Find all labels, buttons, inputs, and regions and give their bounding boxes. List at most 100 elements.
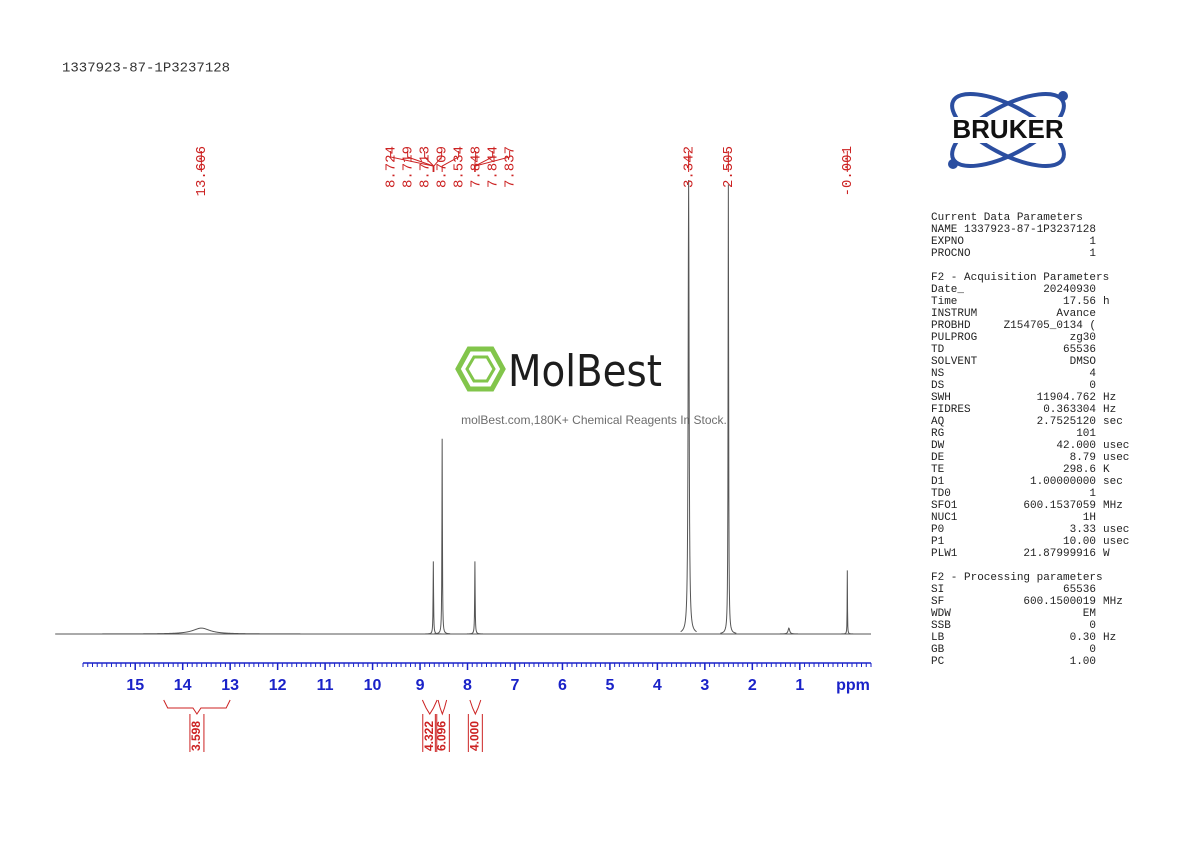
param-name: RG (931, 428, 944, 440)
param-name: SSB (931, 620, 951, 632)
x-tick-label: 12 (269, 677, 287, 694)
peak-label: 8.719 (400, 146, 416, 188)
param-unit: Hz (1103, 632, 1116, 644)
param-value: 1 (1089, 248, 1096, 260)
integral-bracket (163, 699, 231, 715)
peak-label: 2.505 (721, 146, 737, 188)
param-value: 298.6 (1063, 464, 1096, 476)
param-value: 65536 (1063, 584, 1096, 596)
param-value: 0 (1089, 380, 1096, 392)
peak-label: 7.837 (502, 146, 518, 188)
param-value: Avance (1056, 308, 1096, 320)
param-value: 0 (1089, 620, 1096, 632)
param-name: FIDRES (931, 404, 971, 416)
param-value: 101 (1076, 428, 1096, 440)
peak-label: 8.534 (451, 146, 467, 188)
param-name: DS (931, 380, 945, 392)
param-name: Date_ (931, 284, 964, 296)
integral-label: 4.000 (468, 721, 482, 751)
param-value: DMSO (1070, 356, 1097, 368)
param-value: 42.000 (1056, 440, 1096, 452)
peak (680, 179, 697, 633)
peak-label: 8.724 (383, 146, 399, 188)
param-name: TD (931, 344, 945, 356)
x-tick-label: 13 (221, 677, 239, 694)
peak (425, 561, 442, 635)
sample-title: 1337923-87-1P3237128 (62, 61, 230, 77)
watermark-text: molBest.com,180K+ Chemical Reagents In S… (461, 413, 727, 427)
peak (55, 627, 348, 635)
peak-label: 7.844 (485, 146, 501, 188)
param-name: SFO1 (931, 500, 958, 512)
param-value: 1 (1089, 488, 1096, 500)
param-unit: usec (1103, 524, 1129, 536)
param-name: TD0 (931, 488, 951, 500)
param-section-title: Current Data Parameters (931, 212, 1083, 224)
param-name: Time (931, 296, 957, 308)
param-value: 0.363304 (1043, 404, 1096, 416)
param-unit: sec (1103, 416, 1123, 428)
param-unit: h (1103, 296, 1110, 308)
peak (775, 627, 803, 635)
param-value: 1 (1089, 236, 1096, 248)
integral-bracket (421, 699, 438, 715)
param-name: DE (931, 452, 945, 464)
x-tick-label: 15 (126, 677, 144, 694)
param-value: 0 (1089, 644, 1096, 656)
param-value: zg30 (1070, 332, 1096, 344)
x-tick-label: 14 (174, 677, 192, 694)
param-value: 8.79 (1070, 452, 1096, 464)
param-name: SF (931, 596, 944, 608)
param-unit: usec (1103, 452, 1129, 464)
param-value: 11904.762 (1037, 392, 1096, 404)
x-tick-label: 10 (364, 677, 382, 694)
param-unit: usec (1103, 536, 1129, 548)
param-name: LB (931, 632, 945, 644)
param-name: PLW1 (931, 548, 958, 560)
param-unit: W (1103, 548, 1110, 560)
peak (466, 561, 483, 635)
peak-leader (433, 151, 443, 172)
param-name: AQ (931, 416, 945, 428)
peak-label: -0.001 (840, 146, 856, 196)
param-value: 3.33 (1070, 524, 1096, 536)
param-value: 10.00 (1063, 536, 1096, 548)
x-tick-label: 1 (795, 677, 804, 694)
watermark-brand: MolBest (508, 346, 662, 397)
param-value: 20240930 (1043, 284, 1096, 296)
x-tick-label: 7 (511, 677, 520, 694)
param-name: INSTRUM (931, 308, 977, 320)
param-name: P0 (931, 524, 944, 536)
param-value: 1H (1083, 512, 1096, 524)
param-unit: K (1103, 464, 1110, 476)
param-value: 21.87999916 (1023, 548, 1096, 560)
param-unit: Hz (1103, 392, 1116, 404)
param-name: PC (931, 656, 945, 668)
param-value: 600.1537059 (1023, 500, 1096, 512)
param-value: 1.00 (1070, 656, 1096, 668)
param-value: 65536 (1063, 344, 1096, 356)
param-name: DW (931, 440, 945, 452)
integral-label: 3.598 (189, 721, 203, 751)
integral-bracket (469, 699, 482, 716)
peak-label: 7.848 (468, 146, 484, 188)
param-unit: usec (1103, 440, 1129, 452)
peak-label: 13.606 (194, 146, 210, 196)
integral-label: 6.096 (435, 721, 449, 751)
param-name: NAME (931, 224, 958, 236)
integral-bracket (437, 699, 448, 716)
param-name: PROCNO (931, 248, 971, 260)
param-name: PROBHD (931, 320, 971, 332)
param-name: NS (931, 368, 945, 380)
x-axis-label: ppm (836, 677, 870, 694)
param-name: TE (931, 464, 945, 476)
watermark: MolBest molBest.com,180K+ Chemical Reage… (455, 346, 727, 427)
param-name: WDW (931, 608, 951, 620)
param-value: EM (1083, 608, 1096, 620)
x-tick-label: 4 (653, 677, 662, 694)
param-name: SWH (931, 392, 951, 404)
param-name: NUC1 (931, 512, 958, 524)
param-value: 17.56 (1063, 296, 1096, 308)
param-unit: Hz (1103, 404, 1116, 416)
